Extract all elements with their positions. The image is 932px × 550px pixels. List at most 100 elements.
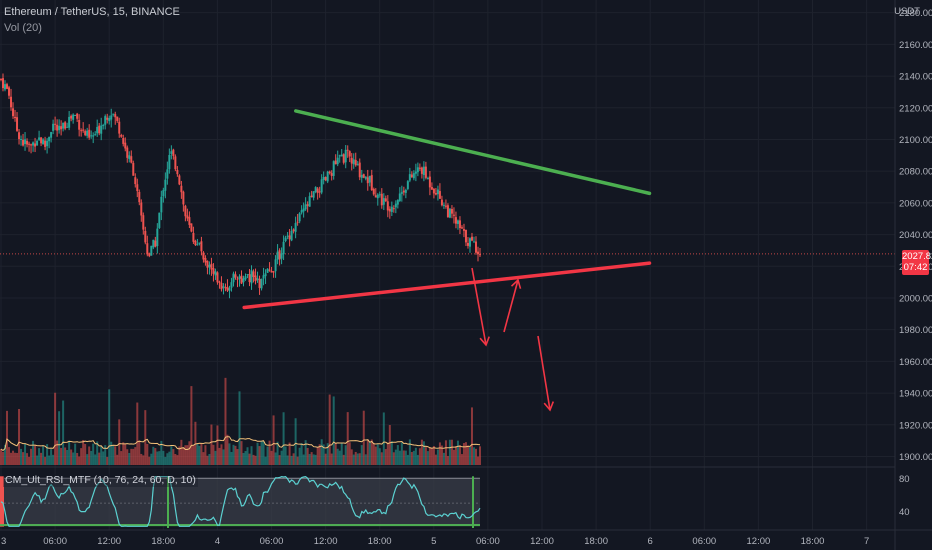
- volume-bar: [254, 455, 257, 465]
- volume-bar: [12, 450, 15, 465]
- candle-body: [316, 188, 319, 193]
- candle-body: [460, 227, 463, 229]
- candle-body: [0, 79, 2, 81]
- volume-legend[interactable]: Vol (20): [4, 22, 42, 34]
- volume-bar: [298, 447, 301, 465]
- trend-drawings[interactable]: [242, 109, 652, 412]
- price-tick-label: 2180.00: [899, 8, 932, 19]
- volume-bar: [184, 445, 187, 465]
- candle-body: [358, 162, 361, 178]
- candle-body: [116, 116, 119, 121]
- candle-body: [304, 204, 307, 210]
- volume-bar: [224, 377, 227, 465]
- candle-body: [350, 157, 353, 164]
- volume-bar: [326, 443, 329, 465]
- candle-body: [406, 181, 409, 189]
- candle-body: [400, 192, 403, 194]
- volume-bar: [368, 442, 371, 465]
- candle-body: [144, 230, 147, 243]
- candle-body: [456, 220, 459, 224]
- candle-body: [286, 235, 289, 237]
- candle-body: [184, 205, 187, 217]
- volume-bar: [20, 448, 23, 465]
- candle-body: [12, 108, 15, 117]
- volume-bar: [202, 452, 205, 465]
- candle-body: [479, 254, 481, 256]
- volume-bar: [138, 440, 141, 465]
- candle-body: [338, 155, 341, 157]
- candle-body: [296, 221, 299, 223]
- candle-body: [22, 139, 25, 146]
- volume-bar: [262, 440, 265, 465]
- volume-bar: [322, 444, 325, 465]
- price-tick-label: 2160.00: [899, 40, 932, 51]
- candle-body: [324, 177, 327, 181]
- volume-bar: [62, 400, 65, 465]
- volume-bar: [360, 445, 363, 465]
- volume-bar: [300, 443, 303, 465]
- candle-body: [234, 274, 237, 278]
- candle-body: [396, 200, 399, 205]
- candle-body: [394, 203, 397, 208]
- volume-bar: [58, 411, 61, 465]
- volume-bar: [122, 442, 125, 465]
- candle-body: [280, 253, 283, 259]
- volume-bar: [226, 434, 229, 465]
- candle-body: [188, 217, 191, 225]
- candle-body: [240, 275, 243, 284]
- volume-bar: [384, 449, 387, 465]
- candle-body: [416, 167, 419, 173]
- volume-bar: [334, 443, 337, 465]
- rsi-left-edge: [0, 476, 4, 527]
- volume-bar: [350, 449, 353, 465]
- volume-bar: [18, 408, 21, 465]
- volume-bar: [412, 450, 415, 465]
- volume-bar: [142, 455, 145, 465]
- candle-body: [442, 204, 445, 206]
- volume-bar: [22, 452, 25, 465]
- candle-body: [124, 142, 127, 149]
- candle-body: [198, 242, 201, 244]
- volume-bar: [380, 452, 383, 465]
- candle-body: [190, 223, 193, 232]
- candle-body: [220, 282, 223, 290]
- candle-body: [448, 208, 451, 218]
- candle-body: [370, 175, 373, 191]
- volume-bar: [404, 450, 407, 465]
- candle-body: [308, 196, 311, 207]
- candle-body: [242, 278, 245, 283]
- volume-bar: [466, 445, 469, 465]
- volume-bar: [354, 451, 357, 465]
- candle-body: [76, 113, 79, 119]
- last-price-tag: 2027.82 07:42: [902, 250, 932, 275]
- candle-body: [212, 268, 215, 274]
- volume-bar: [216, 425, 219, 465]
- candle-body: [8, 87, 11, 96]
- volume-bar: [180, 439, 183, 465]
- volume-bar: [330, 453, 333, 465]
- candle-body: [2, 78, 5, 89]
- volume-bar: [148, 456, 151, 465]
- time-tick-label: 6: [648, 536, 653, 547]
- volume-bar: [56, 440, 59, 465]
- volume-bar: [236, 449, 239, 465]
- chart-legend-title[interactable]: Ethereum / TetherUS, 15, BINANCE: [4, 6, 180, 18]
- candle-body: [378, 194, 381, 196]
- volume-bar: [100, 445, 103, 465]
- volume-bar: [264, 456, 267, 465]
- volume-bar: [296, 456, 299, 465]
- candle-body: [80, 130, 83, 132]
- candle-body: [28, 143, 31, 145]
- candle-body: [84, 131, 87, 136]
- volume-bar: [28, 456, 31, 465]
- volume-bar: [42, 445, 45, 465]
- volume-bar: [276, 441, 279, 465]
- rsi-indicator-label[interactable]: CM_Ult_RSI_MTF (10, 76, 24, 60, D, 10): [3, 474, 198, 487]
- price-tick-label: 1900.00: [899, 452, 932, 463]
- volume-bar: [290, 455, 293, 465]
- volume-bar: [420, 439, 423, 465]
- candle-body: [102, 125, 105, 127]
- candle-body: [454, 217, 457, 224]
- candle-body: [164, 179, 167, 191]
